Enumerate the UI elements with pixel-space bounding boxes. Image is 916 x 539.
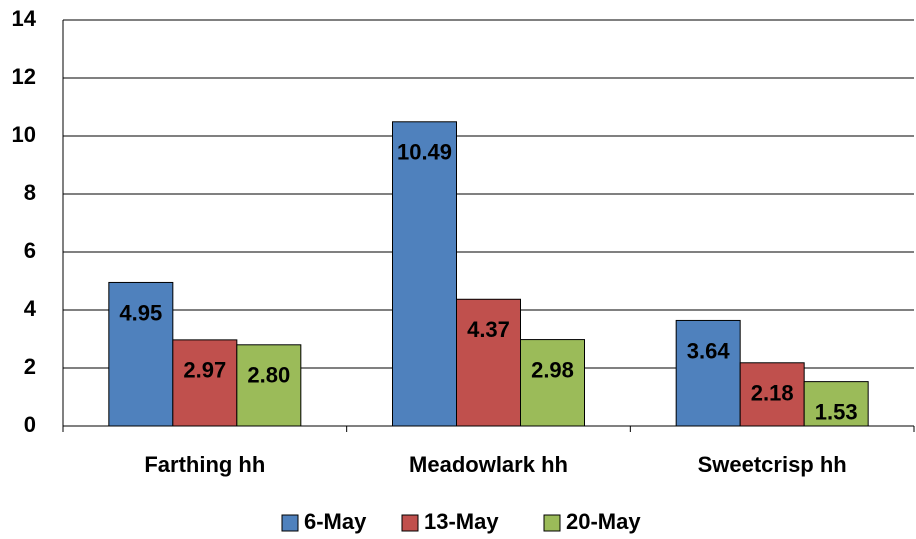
value-label: 10.49 bbox=[397, 140, 452, 165]
x-tick-label: Meadowlark hh bbox=[409, 452, 568, 477]
y-tick-label: 8 bbox=[24, 180, 36, 205]
value-label: 1.53 bbox=[815, 399, 858, 424]
y-tick-label: 2 bbox=[24, 354, 36, 379]
value-label: 2.18 bbox=[751, 381, 794, 406]
legend-swatch bbox=[401, 514, 419, 532]
bar bbox=[803, 381, 869, 427]
value-label: 4.37 bbox=[467, 317, 510, 342]
y-tick-label: 6 bbox=[24, 238, 36, 263]
y-tick-label: 10 bbox=[12, 122, 36, 147]
value-label: 3.64 bbox=[687, 338, 731, 363]
legend-label: 6-May bbox=[304, 509, 367, 534]
y-tick-label: 12 bbox=[12, 64, 36, 89]
value-label: 2.98 bbox=[531, 357, 574, 382]
x-tick-label: Farthing hh bbox=[144, 452, 265, 477]
value-label: 4.95 bbox=[119, 300, 162, 325]
y-tick-label: 4 bbox=[24, 296, 37, 321]
y-tick-label: 14 bbox=[12, 6, 37, 31]
bar bbox=[172, 339, 238, 427]
legend-label: 20-May bbox=[566, 509, 641, 534]
bar bbox=[675, 319, 741, 427]
legend-swatch bbox=[543, 514, 561, 532]
bar bbox=[456, 298, 521, 427]
bar bbox=[520, 339, 585, 427]
bar bbox=[108, 281, 174, 427]
bar bbox=[236, 344, 302, 427]
bar bbox=[392, 121, 457, 427]
value-label: 2.97 bbox=[183, 358, 226, 383]
value-label: 2.80 bbox=[247, 363, 290, 388]
legend-swatch bbox=[281, 514, 299, 532]
x-tick-label: Sweetcrisp hh bbox=[698, 452, 847, 477]
bar bbox=[739, 362, 805, 427]
y-tick-label: 0 bbox=[24, 412, 36, 437]
legend-label: 13-May bbox=[424, 509, 499, 534]
